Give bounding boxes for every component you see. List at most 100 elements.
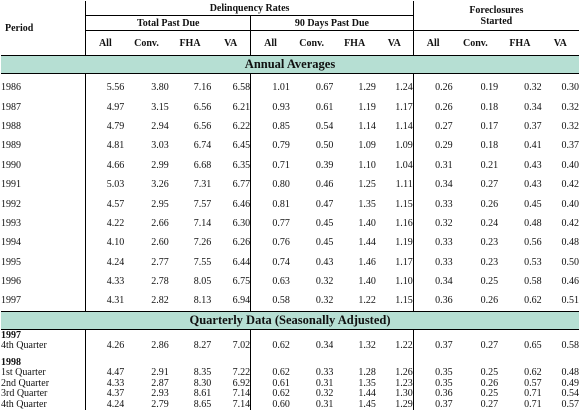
column-header: FHA [333,30,376,56]
column-header: FHA [168,30,212,56]
value-cell: 0.36 [435,295,453,307]
value-cell: 0.63 [272,276,290,288]
value-cell: 0.57 [561,399,580,410]
value-cell: 6.92 [211,378,252,390]
value-cell: 0.26 [435,82,453,94]
value-cell: 1.04 [375,155,414,175]
value-cell: 1.32 [358,340,376,351]
value-cell: 0.48 [561,237,580,249]
value-cell: 0.40 [561,159,580,171]
value-cell: 1.14 [358,120,376,132]
table-row: 1st Quarter 4.47 2.91 8.35 7.22 0.62 0.33 1.28 1… [1,368,579,379]
column-header: VA [211,30,252,56]
period-cell: 1995 [1,252,87,272]
value-cell: 6.56 [193,101,212,113]
value-cell: 1.29 [375,399,414,411]
year-label: 1997 [1,329,87,341]
value-cell: 1.35 [358,378,376,389]
value-cell: 0.41 [524,140,542,152]
table-row: 1986 5.56 3.80 7.16 6.58 1.01 0.67 1.29 1.24 0.26… [1,78,579,98]
value-cell: 0.31 [315,399,334,410]
value-cell: 0.58 [561,340,580,351]
value-cell: 7.31 [193,179,212,191]
column-header: All [250,30,290,56]
value-cell: 0.18 [480,101,499,113]
value-cell: 0.32 [561,101,580,113]
period-cell: 1992 [1,194,87,214]
value-cell: 0.43 [524,179,542,191]
value-cell: 0.74 [272,256,290,268]
year-row: 1997 [1,329,579,341]
column-header: FHA [498,30,542,56]
value-cell: 2.66 [151,217,169,229]
period-cell: 1990 [1,155,87,175]
value-cell: 0.46 [315,179,334,191]
table-row: 4th Quarter 4.26 2.86 8.27 7.02 0.62 0.34 1.32 1… [1,340,580,352]
value-cell: 0.62 [524,295,542,307]
value-cell: 0.60 [272,399,290,410]
delinquency-rates-header: Delinquency Rates [85,1,414,16]
value-cell: 1.16 [375,213,414,234]
value-cell: 0.71 [524,389,542,400]
value-cell: 0.39 [315,159,334,171]
value-cell: 0.36 [435,389,453,400]
value-cell: 0.77 [272,217,290,229]
value-cell: 0.47 [315,198,334,210]
value-cell: 5.03 [106,179,125,191]
annual-averages-band-title: Annual Averages [1,55,579,74]
value-cell: 0.50 [315,140,334,152]
table-row: 1994 4.10 2.60 7.26 6.26 0.76 0.45 1.44 1.19 0.33… [1,233,580,253]
value-cell: 4.79 [106,120,125,132]
value-cell: 6.44 [211,252,252,272]
value-cell: 6.46 [211,194,252,214]
value-cell: 8.65 [193,399,212,410]
value-cell: 0.58 [272,295,290,307]
period-cell: 1991 [1,174,87,195]
value-cell: 1.23 [375,378,414,390]
value-cell: 0.32 [315,389,334,400]
value-cell: 0.58 [524,276,542,288]
value-cell: 0.71 [272,159,290,171]
value-cell: 0.25 [480,368,499,379]
column-header: VA [541,30,579,56]
value-cell: 0.31 [435,159,453,171]
value-cell: 7.22 [211,368,252,379]
year-row: 1998 [1,357,579,369]
value-cell: 5.56 [106,82,125,94]
value-cell: 1.44 [358,389,376,400]
annual-averages-band: Annual Averages [1,55,579,74]
value-cell: 1.17 [375,97,414,117]
value-cell: 0.27 [480,399,499,410]
value-cell: 6.58 [211,78,252,98]
value-cell: 1.10 [358,159,376,171]
value-cell: 0.48 [561,368,580,379]
value-cell: 0.32 [524,82,542,94]
value-cell: 0.24 [480,217,499,229]
ninety-days-past-due-header: 90 Days Past Due [250,15,414,31]
value-cell: 6.26 [211,233,252,253]
value-cell: 0.21 [480,159,499,171]
value-cell: 0.37 [561,140,580,152]
value-cell: 0.85 [272,120,290,132]
period-cell: 1st Quarter [1,368,87,379]
value-cell: 3.26 [151,179,169,191]
value-cell: 0.33 [435,198,453,210]
value-cell: 0.62 [524,368,542,379]
value-cell: 1.40 [358,217,376,229]
value-cell: 1.15 [375,194,414,214]
value-cell: 7.14 [211,389,252,400]
period-cell: 1989 [1,136,87,156]
value-cell: 0.53 [524,256,542,268]
value-cell: 0.31 [315,378,334,389]
value-cell: 1.15 [375,291,414,312]
value-cell: 1.09 [358,140,376,152]
value-cell: 0.23 [480,256,499,268]
table-row: 1995 4.24 2.77 7.55 6.44 0.74 0.43 1.46 1.17 0.33… [1,252,579,272]
table-row: 1991 5.03 3.26 7.31 6.77 0.80 0.46 1.25 1.11 0.34… [1,174,579,195]
value-cell: 0.32 [315,295,334,307]
value-cell: 0.54 [561,389,580,400]
table-row: 1993 4.22 2.66 7.14 6.30 0.77 0.45 1.40 1.16 0.32… [1,213,579,234]
value-cell: 7.55 [193,256,212,268]
value-cell: 2.60 [151,237,169,249]
